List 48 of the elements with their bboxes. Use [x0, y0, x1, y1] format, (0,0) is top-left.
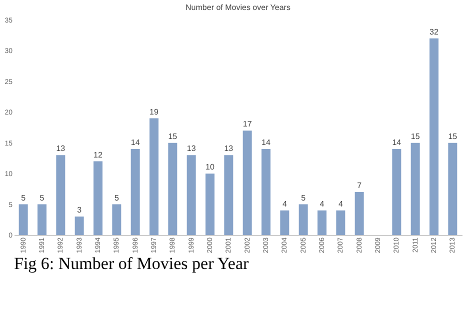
data-label: 17 — [242, 120, 252, 129]
bar — [430, 38, 438, 235]
data-label: 5 — [40, 193, 45, 202]
bar — [354, 192, 364, 235]
bar — [18, 204, 28, 235]
data-label: 5 — [114, 193, 120, 202]
bar — [448, 142, 458, 235]
bar — [130, 149, 140, 235]
data-label: 13 — [224, 144, 234, 154]
data-label: 13 — [186, 144, 196, 154]
data-label: 10 — [206, 162, 215, 172]
caption: Fig 6: Number of Movies per Year — [14, 254, 250, 273]
data-label: 14 — [392, 138, 402, 147]
bar — [168, 142, 178, 235]
data-label: 12 — [94, 150, 103, 160]
data-label: 4 — [282, 199, 288, 208]
bar — [410, 142, 420, 235]
bar — [150, 118, 158, 235]
bar — [318, 210, 326, 235]
bar — [186, 155, 196, 235]
bar — [242, 130, 252, 235]
data-label: 15 — [410, 132, 420, 141]
bar — [56, 155, 66, 235]
data-label: 32 — [430, 27, 439, 36]
bar — [280, 210, 290, 235]
data-label: 4 — [338, 199, 344, 208]
bar — [206, 174, 214, 235]
data-label: 5 — [21, 193, 26, 202]
data-label: 14 — [262, 138, 271, 147]
data-label: 5 — [301, 193, 306, 202]
bar — [74, 216, 84, 235]
data-label: 13 — [56, 144, 66, 154]
chart-title: Number of Movies over Years — [186, 3, 290, 12]
data-label: 15 — [168, 132, 178, 141]
data-label: 4 — [320, 199, 325, 208]
bar — [224, 155, 234, 235]
data-label: 14 — [130, 138, 140, 147]
bar — [94, 161, 102, 235]
bar — [112, 204, 122, 235]
bar — [38, 204, 46, 235]
bar — [298, 204, 308, 235]
data-label: 7 — [357, 181, 362, 190]
bar — [262, 149, 270, 235]
bar — [392, 149, 402, 235]
data-label: 15 — [448, 132, 458, 141]
bar — [336, 210, 346, 235]
data-label: 3 — [77, 206, 82, 215]
data-label: 19 — [150, 107, 159, 116]
